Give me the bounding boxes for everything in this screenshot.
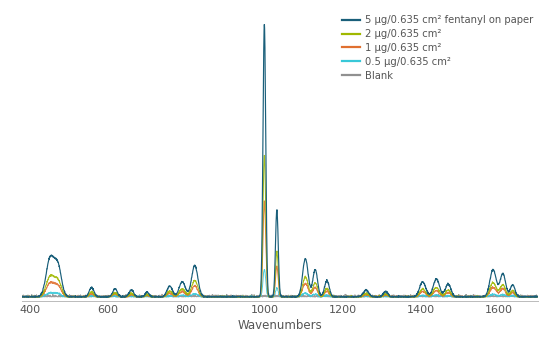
X-axis label: Wavenumbers: Wavenumbers bbox=[238, 319, 322, 333]
Legend: 5 μg/0.635 cm² fentanyl on paper, 2 μg/0.635 cm², 1 μg/0.635 cm², 0.5 μg/0.635 c: 5 μg/0.635 cm² fentanyl on paper, 2 μg/0… bbox=[342, 15, 533, 81]
